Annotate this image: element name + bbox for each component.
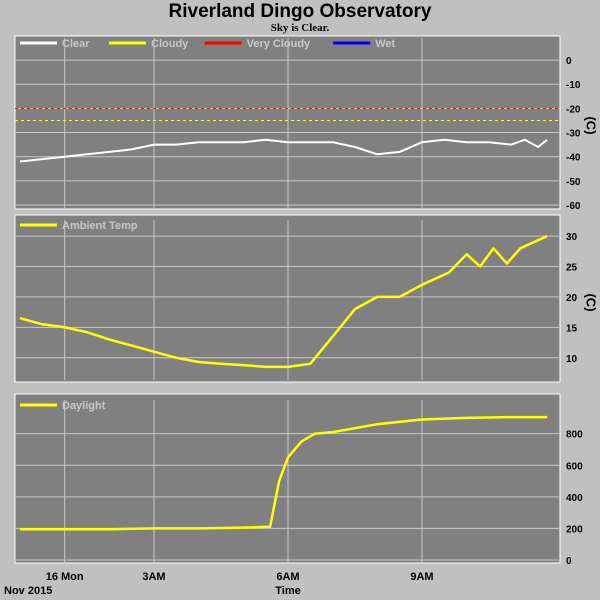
x-tick-label: 9AM <box>410 571 433 583</box>
legend-label: Very Cloudy <box>247 38 311 50</box>
sky-y-unit: (C) <box>583 116 599 135</box>
x-tick-label: 6AM <box>276 571 299 583</box>
legend-label: Daylight <box>62 400 106 412</box>
legend-label: Cloudy <box>151 38 189 50</box>
page-title: Riverland Dingo Observatory <box>168 1 432 22</box>
x-tick-label: 16 Mon <box>46 571 84 583</box>
series-line <box>20 415 548 531</box>
temp-y-unit: (C) <box>583 293 599 312</box>
legend-label: Wet <box>375 38 395 50</box>
y-tick-label: -30 <box>566 129 581 140</box>
y-tick-label: -40 <box>566 153 581 164</box>
y-tick-label: -50 <box>566 177 581 188</box>
series-line <box>19 234 548 369</box>
y-tick-label: 10 <box>566 354 578 365</box>
y-tick-label: 600 <box>566 461 583 472</box>
y-tick-label: 400 <box>566 493 583 504</box>
date-label: Nov 2015 <box>4 585 52 597</box>
series-line <box>19 138 548 163</box>
y-tick-label: 0 <box>566 556 572 567</box>
y-tick-label: 25 <box>566 263 578 274</box>
y-tick-label: 15 <box>566 323 578 334</box>
x-axis: 16 Mon 3AM 6AM 9AM <box>46 571 434 583</box>
temp-chart: 30 25 20 15 10 Ambient Temp <box>15 220 578 380</box>
sky-status: Sky is Clear. <box>270 22 330 34</box>
daylight-chart: 800 600 400 200 0 Daylight <box>15 400 583 567</box>
legend-label: Clear <box>62 38 90 50</box>
x-axis-title: Time <box>275 585 300 597</box>
y-tick-label: 0 <box>566 56 572 67</box>
y-tick-label: -10 <box>566 80 581 91</box>
y-tick-label: 20 <box>566 293 578 304</box>
y-tick-label: -20 <box>566 104 581 115</box>
y-tick-label: 30 <box>566 232 578 243</box>
y-tick-label: 800 <box>566 430 583 441</box>
y-tick-label: -60 <box>566 201 581 212</box>
legend-label: Ambient Temp <box>62 220 138 232</box>
x-tick-label: 3AM <box>142 571 165 583</box>
y-tick-label: 200 <box>566 524 583 535</box>
sky-chart: 0 -10 -20 -30 -40 -50 -60 Clear Cloudy Very Cloud… <box>15 38 581 212</box>
